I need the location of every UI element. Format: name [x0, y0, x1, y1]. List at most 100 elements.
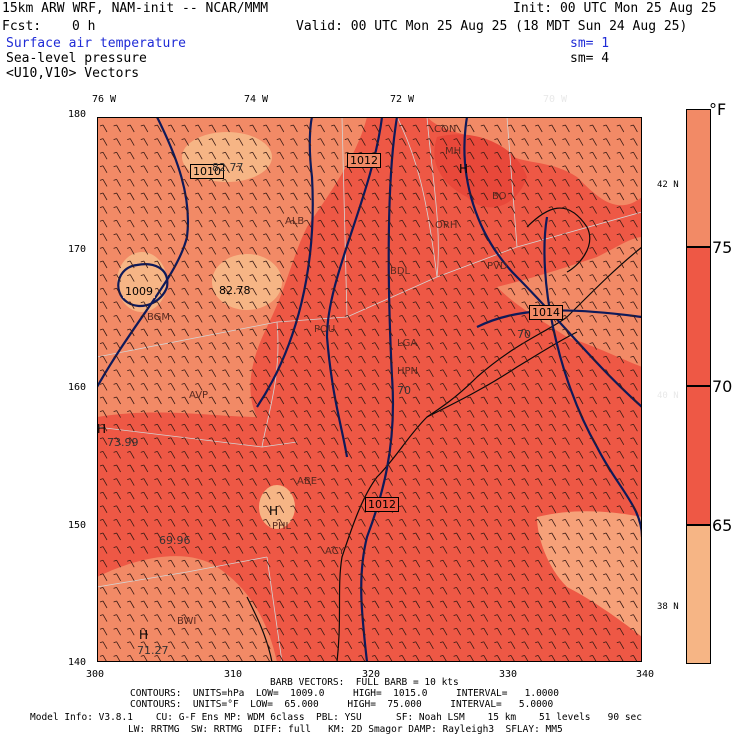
- wind-barb: [535, 206, 543, 214]
- wind-barb: [480, 573, 489, 581]
- wind-barb: [113, 315, 121, 323]
- wind-barb: [603, 600, 611, 609]
- wind-barb: [589, 491, 597, 500]
- wind-barb: [385, 179, 393, 187]
- wind-barb: [181, 464, 189, 473]
- lon-label: 76 W: [92, 94, 117, 105]
- wind-barb: [575, 124, 584, 133]
- wind-barb: [290, 396, 298, 405]
- wind-barb: [317, 519, 325, 527]
- wind-barb: [167, 355, 176, 364]
- wind-barb: [208, 247, 217, 255]
- wind-barb: [494, 410, 502, 418]
- wind-barb: [575, 491, 584, 500]
- wind-barb: [263, 559, 271, 568]
- wind-barb: [467, 410, 475, 418]
- wind-barb: [521, 124, 529, 133]
- wind-barb: [181, 546, 189, 554]
- wind-barb: [140, 464, 149, 473]
- wind-barb: [303, 315, 312, 323]
- wind-barb: [222, 532, 230, 541]
- wind-barb: [385, 519, 393, 527]
- wind-barb: [222, 437, 230, 445]
- wind-barb: [290, 138, 298, 146]
- wind-barb: [467, 138, 475, 146]
- wind-barb: [507, 396, 516, 405]
- wind-barb: [630, 315, 638, 323]
- wind-barb: [222, 587, 230, 595]
- wind-barb: [317, 355, 325, 364]
- wind-barb: [439, 478, 448, 486]
- field-temperature: Surface air temperature: [6, 36, 187, 51]
- wind-barb: [249, 206, 257, 214]
- wind-barb: [494, 573, 502, 581]
- wind-barb: [331, 423, 339, 432]
- wind-barb: [453, 342, 461, 350]
- wind-barb: [358, 301, 366, 309]
- wind-barb: [480, 396, 489, 405]
- wind-barb: [453, 315, 461, 323]
- wind-barb: [208, 410, 217, 418]
- wind-barb: [630, 165, 638, 173]
- wind-barb: [453, 519, 461, 527]
- wind-barb: [195, 464, 203, 473]
- wind-barb: [562, 179, 570, 187]
- wind-barb: [630, 491, 638, 500]
- wind-barb: [249, 451, 257, 459]
- wind-barb: [235, 165, 244, 173]
- wind-barb: [154, 532, 162, 541]
- temp-value-label: 82.78: [219, 284, 251, 297]
- wind-barb: [616, 287, 625, 296]
- wind-barb: [548, 192, 557, 201]
- wind-barb: [630, 627, 638, 636]
- wind-barb: [208, 519, 217, 527]
- wind-barb: [222, 233, 230, 241]
- temp-region-southeast: [537, 511, 642, 637]
- temp-value-label: 82.77: [212, 161, 244, 174]
- wind-barb: [426, 505, 434, 513]
- wind-barb: [521, 437, 529, 445]
- wind-barb: [575, 451, 584, 459]
- wind-barb: [154, 478, 162, 486]
- wind-barb: [535, 587, 543, 595]
- wind-barb: [426, 287, 434, 296]
- wind-barb: [630, 532, 638, 541]
- wind-barb: [167, 138, 176, 146]
- wind-barb: [603, 287, 611, 296]
- wind-barb: [331, 505, 339, 513]
- wind-barb: [317, 260, 325, 269]
- wind-barb: [589, 206, 597, 214]
- wind-barb: [317, 165, 325, 173]
- wind-barb: [630, 124, 638, 133]
- wind-barb: [453, 627, 461, 636]
- wind-barb: [358, 233, 366, 241]
- wind-barb: [494, 124, 502, 133]
- wind-barb: [140, 328, 149, 337]
- wind-barb: [575, 315, 584, 323]
- wind-barb: [603, 274, 611, 282]
- wind-barb: [290, 260, 298, 269]
- wind-barb: [616, 192, 625, 201]
- weather-map: [97, 117, 642, 662]
- wind-barb: [303, 206, 312, 214]
- wind-barb: [344, 179, 353, 187]
- wind-barb: [331, 328, 339, 337]
- lat-label: 40 N: [657, 391, 679, 401]
- wind-barb: [317, 437, 325, 445]
- wind-barb: [575, 587, 584, 595]
- wind-barb: [99, 138, 108, 146]
- wind-barb: [331, 315, 339, 323]
- wind-barb: [507, 505, 516, 513]
- wind-barb: [154, 505, 162, 513]
- wind-barb: [439, 124, 448, 133]
- wind-barb: [494, 301, 502, 309]
- wind-barb: [195, 192, 203, 201]
- wind-barb: [548, 355, 557, 364]
- wind-barb: [507, 519, 516, 527]
- wind-barb: [99, 396, 108, 405]
- wind-barb: [331, 287, 339, 296]
- wind-barb: [548, 396, 557, 405]
- contours-temperature: CONTOURS: UNITS=°F LOW= 65.000 HIGH= 75.…: [130, 699, 554, 710]
- wind-barb: [603, 206, 611, 214]
- wind-barb: [263, 355, 271, 364]
